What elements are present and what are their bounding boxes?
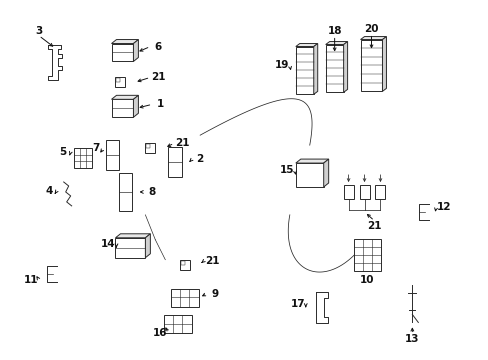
Bar xyxy=(171,289,199,306)
Bar xyxy=(115,77,125,87)
Bar xyxy=(146,144,150,148)
Text: 17: 17 xyxy=(290,298,305,309)
Bar xyxy=(180,260,190,270)
Text: 8: 8 xyxy=(148,187,156,197)
Bar xyxy=(119,173,132,211)
Text: 15: 15 xyxy=(279,165,293,175)
Text: 12: 12 xyxy=(436,202,450,212)
Polygon shape xyxy=(295,159,328,163)
Text: 21: 21 xyxy=(151,72,165,82)
Text: 20: 20 xyxy=(364,24,378,33)
Bar xyxy=(164,315,192,333)
Polygon shape xyxy=(133,95,138,117)
Text: 2: 2 xyxy=(196,154,203,164)
Bar xyxy=(74,148,91,168)
Text: 9: 9 xyxy=(211,289,218,298)
Text: 6: 6 xyxy=(154,41,162,51)
Text: 21: 21 xyxy=(175,138,189,148)
Text: 19: 19 xyxy=(274,60,288,71)
Bar xyxy=(360,40,382,91)
Text: 5: 5 xyxy=(59,147,66,157)
Text: 14: 14 xyxy=(101,239,116,249)
Bar xyxy=(168,147,182,177)
Text: 10: 10 xyxy=(360,275,374,285)
Bar xyxy=(353,239,381,271)
Bar xyxy=(145,143,155,153)
Text: 7: 7 xyxy=(92,143,99,153)
Bar xyxy=(325,45,343,92)
Polygon shape xyxy=(295,44,317,46)
Bar xyxy=(111,99,133,117)
Bar xyxy=(375,185,385,199)
Bar xyxy=(105,140,119,170)
Bar xyxy=(295,163,323,187)
Bar xyxy=(111,44,133,62)
Polygon shape xyxy=(111,95,138,99)
Bar xyxy=(295,46,313,94)
Bar xyxy=(116,78,120,82)
Text: 1: 1 xyxy=(156,99,163,109)
Text: 16: 16 xyxy=(153,328,167,338)
Text: 21: 21 xyxy=(366,221,381,231)
Bar xyxy=(359,185,369,199)
Text: 11: 11 xyxy=(23,275,38,285)
Polygon shape xyxy=(133,40,138,62)
Text: 13: 13 xyxy=(404,334,419,345)
Polygon shape xyxy=(382,37,386,91)
Polygon shape xyxy=(313,44,317,94)
Polygon shape xyxy=(323,159,328,187)
Text: 3: 3 xyxy=(35,26,42,36)
Polygon shape xyxy=(325,41,347,45)
Bar xyxy=(115,238,145,258)
Text: 21: 21 xyxy=(204,256,219,266)
Text: 4: 4 xyxy=(45,186,52,196)
Bar xyxy=(343,185,353,199)
Text: 18: 18 xyxy=(327,26,341,36)
Polygon shape xyxy=(111,40,138,44)
Polygon shape xyxy=(343,41,347,92)
Bar xyxy=(181,261,185,265)
Polygon shape xyxy=(145,234,150,258)
Polygon shape xyxy=(115,234,150,238)
Polygon shape xyxy=(360,37,386,40)
